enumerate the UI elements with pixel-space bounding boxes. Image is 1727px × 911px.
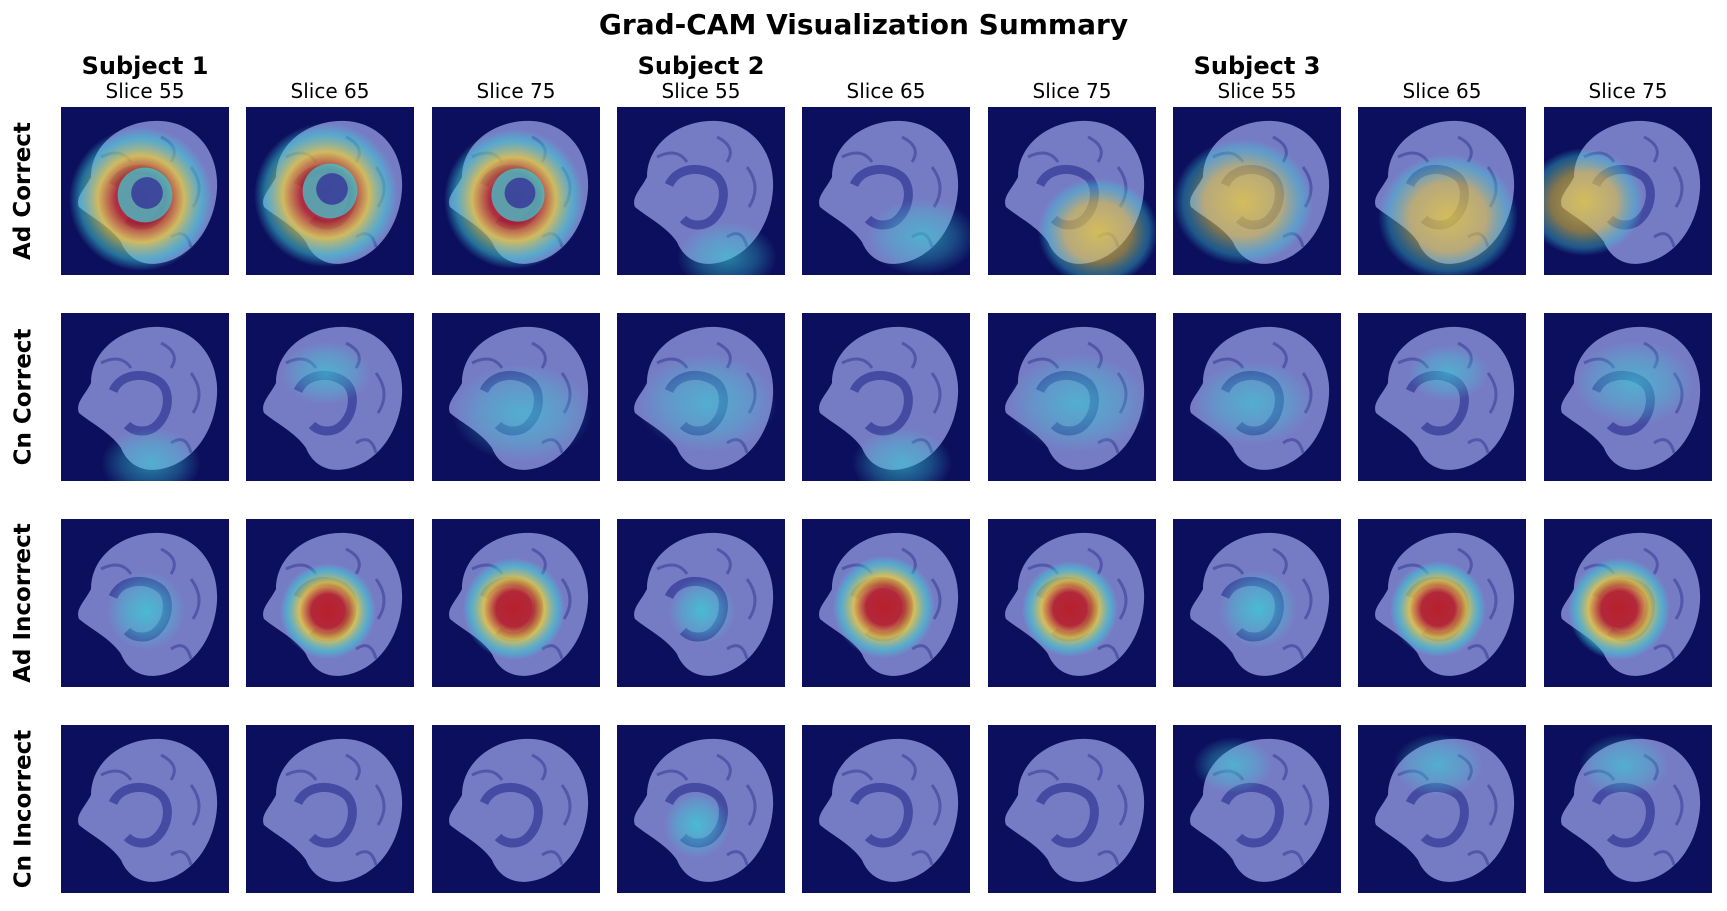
brain-slice-image bbox=[802, 519, 970, 687]
brain-slice-image bbox=[61, 519, 229, 687]
gradcam-tile bbox=[246, 107, 414, 275]
gradcam-tile bbox=[432, 107, 600, 275]
brain-slice-image bbox=[432, 725, 600, 893]
gradcam-tile bbox=[988, 519, 1156, 687]
gradcam-tile bbox=[802, 107, 970, 275]
brain-slice-image bbox=[1544, 725, 1712, 893]
slice-label: Slice 55 bbox=[1217, 79, 1297, 103]
brain-slice-image bbox=[617, 313, 785, 481]
slice-label: Slice 55 bbox=[661, 79, 741, 103]
row-label-ad-incorrect: Ad Incorrect bbox=[10, 523, 36, 683]
gradcam-tile bbox=[802, 313, 970, 481]
brain-slice-image bbox=[246, 107, 414, 275]
gradcam-tile bbox=[246, 725, 414, 893]
brain-slice-image bbox=[988, 725, 1156, 893]
gradcam-tile bbox=[246, 313, 414, 481]
gradcam-tile bbox=[61, 519, 229, 687]
brain-slice-image bbox=[617, 519, 785, 687]
gradcam-tile bbox=[1544, 725, 1712, 893]
brain-slice-image bbox=[61, 313, 229, 481]
brain-slice-image bbox=[1544, 519, 1712, 687]
gradcam-tile bbox=[432, 519, 600, 687]
brain-slice-image bbox=[802, 313, 970, 481]
subject-label-1: Subject 1 bbox=[81, 52, 209, 80]
gradcam-tile bbox=[802, 519, 970, 687]
slice-label: Slice 75 bbox=[476, 79, 556, 103]
brain-slice-image bbox=[432, 313, 600, 481]
brain-slice-image bbox=[246, 313, 414, 481]
gradcam-tile bbox=[617, 519, 785, 687]
gradcam-tile bbox=[617, 107, 785, 275]
gradcam-tile bbox=[246, 519, 414, 687]
slice-label: Slice 65 bbox=[1402, 79, 1482, 103]
brain-slice-image bbox=[61, 725, 229, 893]
brain-slice-image bbox=[988, 519, 1156, 687]
brain-slice-image bbox=[1358, 313, 1526, 481]
brain-slice-image bbox=[432, 519, 600, 687]
gradcam-tile bbox=[1358, 107, 1526, 275]
brain-slice-image bbox=[61, 107, 229, 275]
brain-slice-image bbox=[988, 313, 1156, 481]
brain-slice-image bbox=[432, 107, 600, 275]
gradcam-tile bbox=[432, 725, 600, 893]
gradcam-tile bbox=[1173, 313, 1341, 481]
brain-slice-image bbox=[617, 725, 785, 893]
gradcam-tile bbox=[61, 107, 229, 275]
brain-slice-image bbox=[1173, 313, 1341, 481]
brain-slice-image bbox=[1358, 725, 1526, 893]
gradcam-tile bbox=[617, 725, 785, 893]
brain-slice-image bbox=[988, 107, 1156, 275]
brain-slice-image bbox=[1173, 519, 1341, 687]
slice-label: Slice 55 bbox=[105, 79, 185, 103]
gradcam-tile bbox=[802, 725, 970, 893]
row-label-cn-correct: Cn Correct bbox=[10, 328, 37, 466]
gradcam-tile bbox=[432, 313, 600, 481]
row-label-ad-correct: Ad Correct bbox=[10, 122, 36, 260]
slice-label: Slice 75 bbox=[1588, 79, 1668, 103]
gradcam-tile bbox=[1173, 725, 1341, 893]
brain-slice-image bbox=[617, 107, 785, 275]
gradcam-tile bbox=[988, 313, 1156, 481]
slice-label: Slice 65 bbox=[290, 79, 370, 103]
brain-slice-image bbox=[802, 107, 970, 275]
gradcam-tile bbox=[1173, 519, 1341, 687]
gradcam-tile bbox=[1358, 725, 1526, 893]
gradcam-tile bbox=[988, 107, 1156, 275]
brain-slice-image bbox=[1358, 519, 1526, 687]
brain-slice-image bbox=[246, 519, 414, 687]
row-label-cn-incorrect: Cn Incorrect bbox=[10, 729, 37, 889]
gradcam-tile bbox=[1544, 313, 1712, 481]
gradcam-tile bbox=[1544, 519, 1712, 687]
subject-label-2: Subject 2 bbox=[637, 52, 765, 80]
brain-slice-image bbox=[1544, 107, 1712, 275]
slice-label: Slice 65 bbox=[846, 79, 926, 103]
brain-slice-image bbox=[802, 725, 970, 893]
brain-slice-image bbox=[1544, 313, 1712, 481]
gradcam-tile bbox=[61, 313, 229, 481]
gradcam-tile bbox=[1173, 107, 1341, 275]
gradcam-tile bbox=[1358, 519, 1526, 687]
brain-slice-image bbox=[1358, 107, 1526, 275]
brain-slice-image bbox=[1173, 107, 1341, 275]
gradcam-tile bbox=[1544, 107, 1712, 275]
figure-title: Grad-CAM Visualization Summary bbox=[598, 8, 1129, 41]
gradcam-tile bbox=[617, 313, 785, 481]
gradcam-tile bbox=[988, 725, 1156, 893]
gradcam-tile bbox=[61, 725, 229, 893]
slice-label: Slice 75 bbox=[1032, 79, 1112, 103]
subject-label-3: Subject 3 bbox=[1193, 52, 1321, 80]
gradcam-tile bbox=[1358, 313, 1526, 481]
brain-slice-image bbox=[246, 725, 414, 893]
brain-slice-image bbox=[1173, 725, 1341, 893]
